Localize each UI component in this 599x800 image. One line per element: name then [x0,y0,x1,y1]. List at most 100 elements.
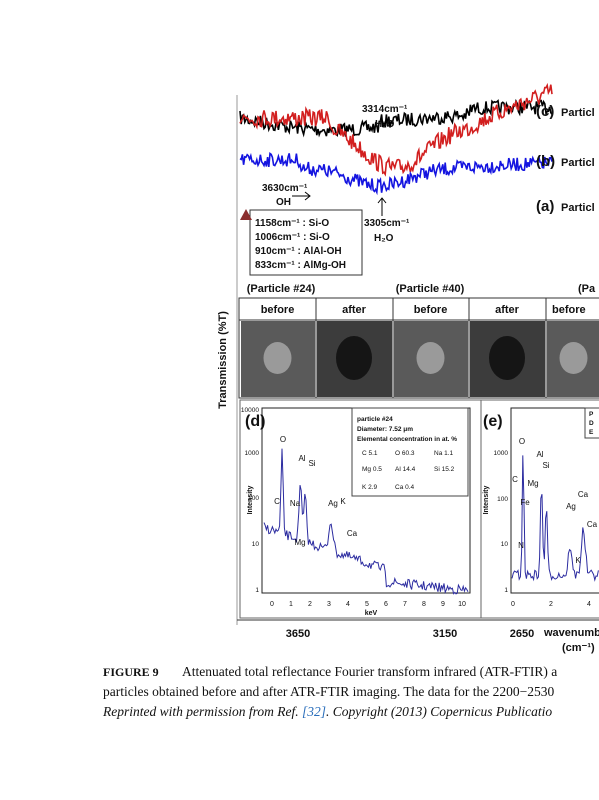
label-text: 3314cm⁻¹ [362,104,408,115]
peaks-text: O [519,437,525,446]
panel-d-text: keV [365,610,378,617]
eds-e [511,455,599,582]
info-text: P [589,411,594,418]
xticks-text: 0 [511,601,515,608]
xticks-text: 2 [549,601,553,608]
label-text: Particl [561,157,595,169]
panel-d-text: (d) [245,413,265,430]
arrow [292,191,311,201]
yticks-text: 100 [497,496,508,503]
yticks-text: 10 [501,541,509,548]
figure-graphics [236,82,599,625]
marker [240,209,252,220]
xticks-text: 6 [384,601,388,608]
label-text: (a) [536,198,554,215]
particle-headers-text: (Pa [578,283,596,295]
peaks-text: Ag [566,502,576,511]
info-text: Elemental concentration in at. % [357,436,457,443]
citation-link[interactable]: [32] [302,704,326,719]
xticks-text: 3 [327,601,331,608]
panel-e-text: (e) [483,413,503,430]
info-text: particle #24 [357,416,393,423]
elements-text: Al 14.4 [395,466,416,473]
elements-text: Mg 0.5 [362,466,382,473]
particle [559,342,588,374]
particle [489,336,525,380]
spectrum-a [239,151,553,196]
xticks-text: 4 [346,601,350,608]
peaks-text: Fe [520,498,530,507]
image-columns-text: before [552,304,586,316]
panel-e-frame [480,399,599,619]
image-columns-text: before [261,304,295,316]
label-text: Particl [561,107,595,119]
elements-text: K 2.9 [362,484,378,491]
xticks-text: 8 [422,601,426,608]
image-columns-text: after [495,304,520,316]
elements-text: O 60.3 [395,450,415,457]
arrow [377,197,387,216]
caption-text: Reprinted with permission from Ref. [102,704,302,719]
elements-text: Si 15.2 [434,466,455,473]
peaks-text: Al [298,454,305,463]
label-text: (b) [536,153,555,170]
xticks-text: 5 [365,601,369,608]
figure-text: Transmission (%T) [217,311,229,409]
assignments-text: 910cm⁻¹ : AlAl-OH [255,246,342,257]
yticks-text: 10000 [241,407,259,414]
x-axis-ticks-text: 3150 [433,628,457,640]
xticks-text: 0 [270,601,274,608]
assignments-text: 833cm⁻¹ : AlMg-OH [255,260,346,271]
particle [263,342,292,374]
xticks-text: 2 [308,601,312,608]
panel-e-text: Intensity [483,486,490,515]
spectrum-c [239,98,553,138]
particle [336,336,372,380]
elements-text: Ca 0.4 [395,484,415,491]
label-text: H₂O [375,119,395,130]
peaks-text: K [340,497,346,506]
label-text: OH [276,197,291,208]
yticks-text: 1 [504,587,508,594]
info-text: D [589,420,594,427]
figure-text: (cm⁻¹) [562,642,595,654]
peaks-text: Al [536,450,543,459]
x-axis-ticks-text: 2650 [510,628,534,640]
peaks-text: Mg [527,479,538,488]
xticks-text: 4 [587,601,591,608]
label-text: H₂O [374,233,394,244]
peaks-text: K [575,556,581,565]
peaks-text: Ag [328,499,338,508]
peaks-text: Ca [587,520,598,529]
assignment-box [249,209,363,276]
label-text: 3630cm⁻¹ [262,183,308,194]
label-text: Particl [561,202,595,214]
panel-d-info [351,407,469,497]
caption-line: Reprinted with permission from Ref. [32]… [102,704,552,719]
info-text: Diameter: 7.52 μm [357,426,413,433]
peaks-text: Si [308,459,315,468]
particle-headers-text: (Particle #40) [396,283,465,295]
xticks-text: 9 [441,601,445,608]
info-text: E [589,429,594,436]
figure-text: wavenumb [543,627,599,639]
xticks-text: 7 [403,601,407,608]
caption-line: Attenuated total reflectance Fourier tra… [182,664,557,679]
image-columns-text: before [414,304,448,316]
elements-text: Na 1.1 [434,450,454,457]
peaks-text: Mg [294,538,305,547]
peaks-text: Na [290,499,301,508]
yticks-text: 10 [252,541,260,548]
peaks-text: Ca [347,529,358,538]
caption-line: particles obtained before and after ATR-… [103,684,554,699]
eds-d [263,448,469,595]
peaks-text: Si [542,461,549,470]
caption-text: . Copyright (2013) Copernicus Publicatio [326,704,552,719]
peaks-text: O [280,435,286,444]
label-text: (c) [536,103,554,120]
assignments-text: 1158cm⁻¹ : Si-O [255,218,329,229]
x-axis-ticks-text: 3650 [286,628,310,640]
yticks-text: 1000 [245,450,260,457]
